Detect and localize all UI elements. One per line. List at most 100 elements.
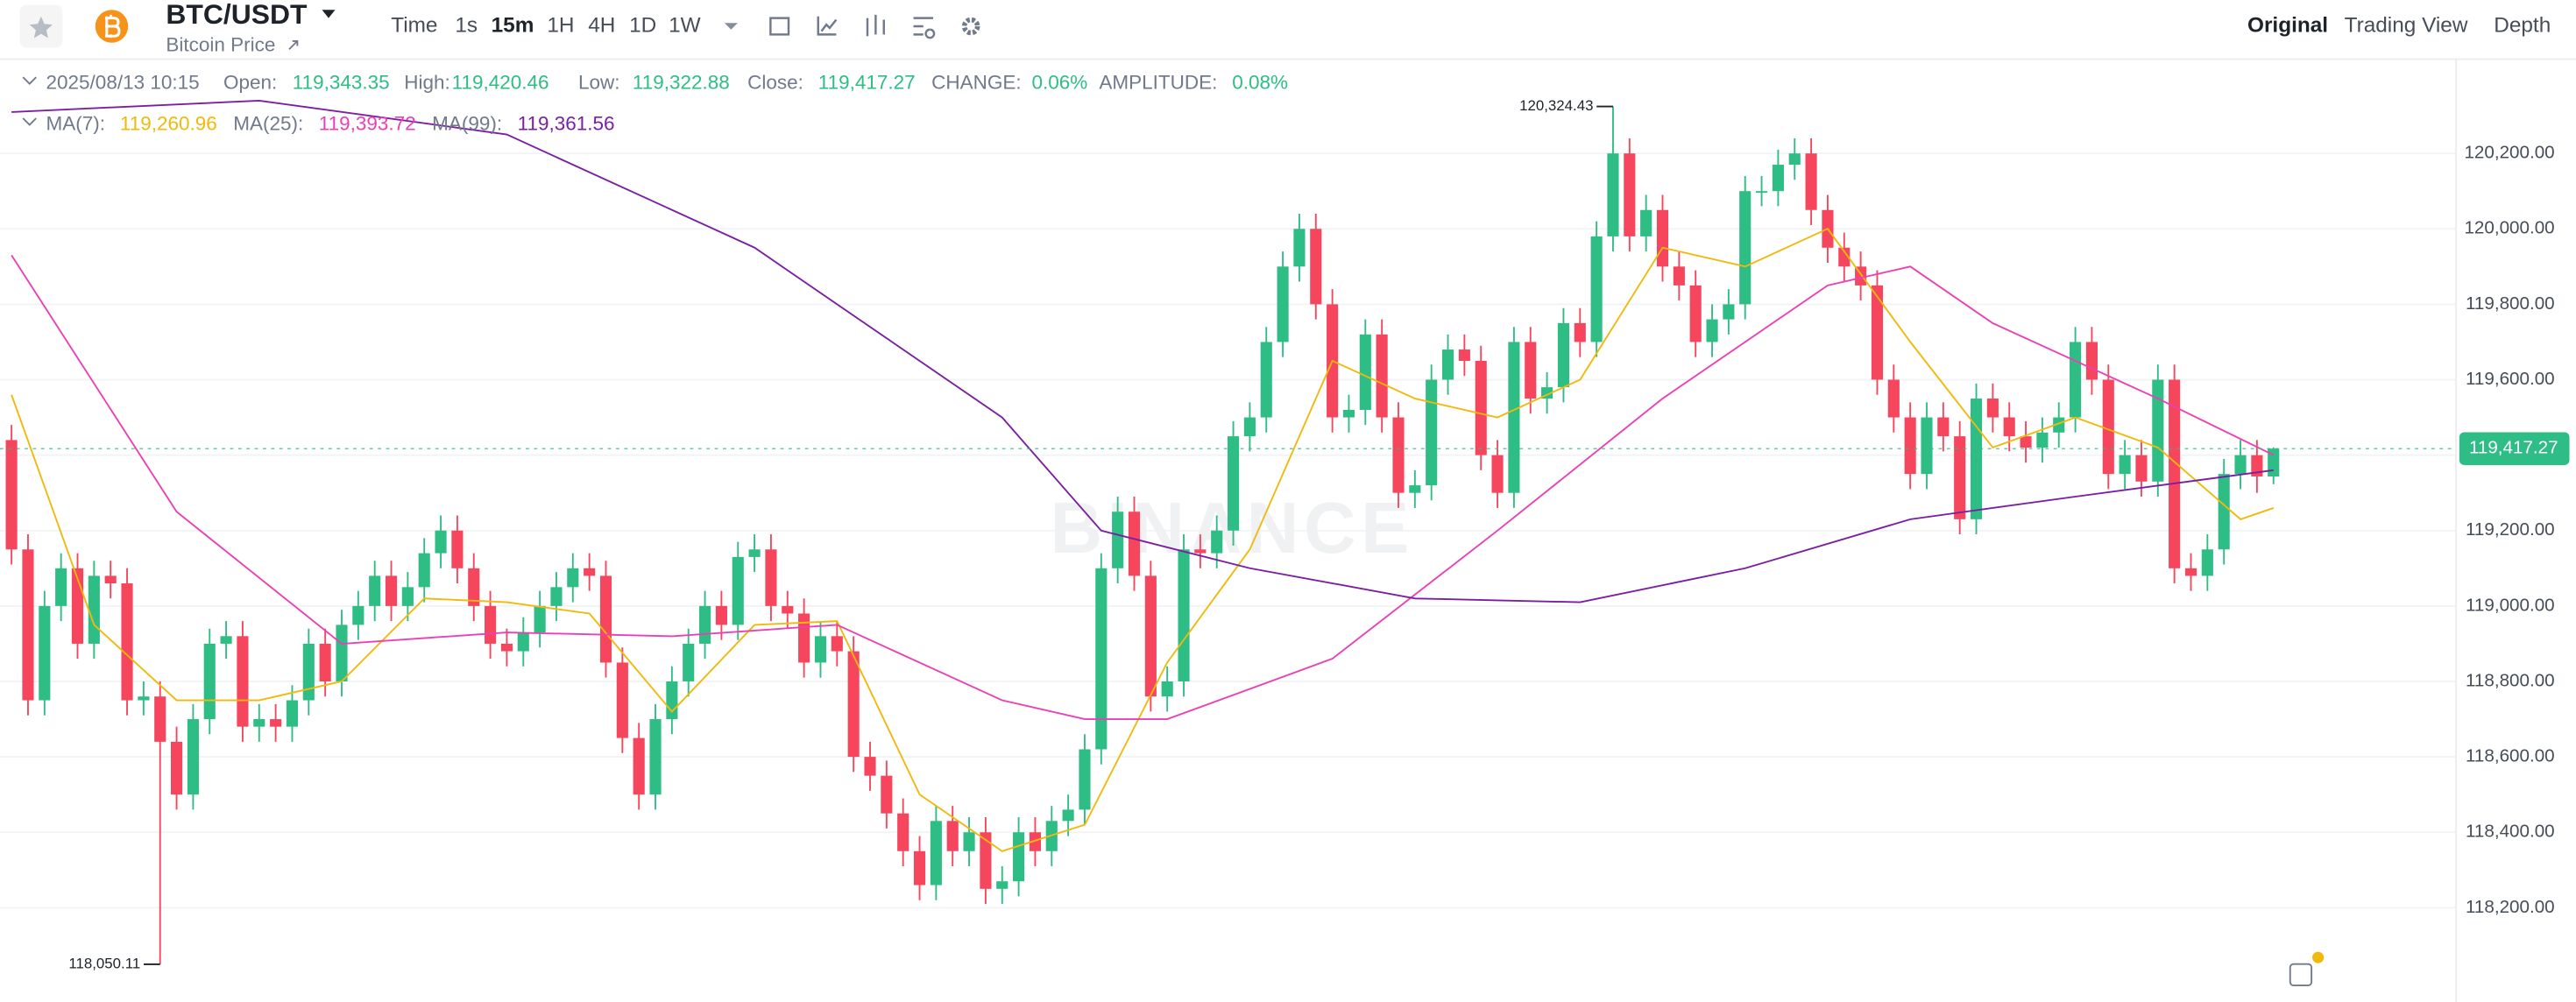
candle-body <box>550 587 563 606</box>
candle-body <box>1260 342 1272 418</box>
candle-body <box>1557 322 1569 388</box>
candle-body <box>814 636 827 663</box>
candle-body <box>401 587 414 606</box>
info-value: 119,420.46 <box>452 72 549 94</box>
legend-label: MA(25): <box>233 112 303 134</box>
info-value: 119,343.35 <box>293 72 390 94</box>
candle-body <box>649 719 662 795</box>
candle-body <box>1954 436 1966 519</box>
candle-body <box>1013 832 1025 882</box>
candle-body <box>435 530 447 554</box>
candle-body <box>2070 342 2082 418</box>
candle-body <box>1904 417 1916 475</box>
candle-body <box>352 605 364 625</box>
pair-dropdown[interactable] <box>322 10 336 18</box>
view-option[interactable]: Depth <box>2494 13 2551 37</box>
bitcoin-glyph <box>105 14 121 39</box>
candle-body <box>831 636 843 652</box>
candle-body <box>2234 455 2247 475</box>
candle-body <box>451 530 464 568</box>
interval-option[interactable]: 1s <box>455 13 478 37</box>
candle-body <box>1426 379 1438 486</box>
candle-body <box>666 681 678 720</box>
candle-body <box>319 643 331 681</box>
pair-title[interactable]: BTC/USDT <box>166 0 308 30</box>
interval-option[interactable]: Time <box>391 13 437 37</box>
candle-body <box>1723 304 1735 320</box>
candle-body <box>1029 832 1041 851</box>
candle-body <box>5 440 18 550</box>
interval-option[interactable]: 15m <box>492 13 534 37</box>
candle-body <box>2036 432 2049 448</box>
candle-body <box>2135 455 2148 482</box>
y-tick-label: 120,200.00 <box>2464 143 2554 163</box>
candle-body <box>1624 153 1636 236</box>
pair-subtitle[interactable]: Bitcoin Price <box>166 33 275 55</box>
candle-body <box>2152 379 2164 482</box>
interval-dropdown[interactable] <box>724 23 738 30</box>
settings-icon[interactable] <box>961 17 980 36</box>
candle-body <box>1656 209 1669 267</box>
candle-body <box>930 821 942 886</box>
candle-body <box>1409 485 1421 493</box>
candle-body <box>2169 379 2181 568</box>
candle-body <box>39 605 51 701</box>
candle-body <box>881 775 893 814</box>
view-option[interactable]: Trading View <box>2345 13 2468 37</box>
candle-body <box>1062 809 1074 822</box>
interval-option[interactable]: 1H <box>547 13 574 37</box>
candle-body <box>683 643 695 681</box>
info-value: 0.06% <box>1032 72 1088 94</box>
indicator-icon[interactable] <box>769 17 790 36</box>
y-tick-label: 118,400.00 <box>2466 822 2555 842</box>
legend-value: 119,260.96 <box>120 112 217 134</box>
candle-body <box>336 624 348 681</box>
interval-option[interactable]: 1D <box>629 13 656 37</box>
candle-body <box>2251 455 2263 477</box>
candle-body <box>1293 229 1306 267</box>
candle-body <box>980 832 992 889</box>
candle-body <box>2053 417 2065 433</box>
extreme-label: 118,050.11 <box>68 955 140 971</box>
candle-body <box>1079 749 1091 810</box>
chart-type-icon[interactable] <box>817 16 838 36</box>
y-tick-label: 118,200.00 <box>2466 897 2555 917</box>
candle-body <box>385 575 398 606</box>
view-option[interactable]: Original <box>2247 13 2328 37</box>
candle-body <box>1243 417 1256 437</box>
y-tick-label: 119,000.00 <box>2466 595 2555 615</box>
candle-body <box>1838 247 1851 267</box>
candle-body <box>1689 285 1702 342</box>
y-tick-label: 119,800.00 <box>2466 293 2555 314</box>
candle-body <box>1112 512 1124 568</box>
ma-line <box>11 228 2275 852</box>
candle-icon[interactable] <box>866 14 885 37</box>
candle-body <box>765 549 777 606</box>
candle-body <box>468 568 480 606</box>
interval-option[interactable]: 4H <box>588 13 615 37</box>
extreme-label: 120,324.43 <box>1519 97 1593 114</box>
info-value: 119,417.27 <box>818 72 916 94</box>
interval-option[interactable]: 1W <box>669 13 701 37</box>
info-value: 0.08% <box>1232 72 1288 94</box>
candle-body <box>1921 417 1933 475</box>
candle-body <box>1756 191 1768 194</box>
candle-body <box>913 850 926 886</box>
notes-button[interactable] <box>2289 951 2325 986</box>
collapse-icons[interactable] <box>22 76 37 126</box>
candle-body <box>1986 399 1999 418</box>
notes-dot <box>2312 951 2325 963</box>
candle-body <box>485 605 497 644</box>
candle-body <box>1458 349 1470 361</box>
candle-body <box>1508 342 1520 493</box>
candle-body <box>1376 334 1388 418</box>
overlay: 118,200.00 118,400.00 118,600.00 118,800.00… <box>46 59 2570 1002</box>
candle-body <box>1095 568 1108 750</box>
candle-body <box>798 613 810 663</box>
info-label: Open: <box>223 72 277 94</box>
settings-list-icon[interactable] <box>913 17 936 39</box>
candle-body <box>2003 417 2015 437</box>
info-label: Close: <box>747 72 803 94</box>
candle-body <box>715 605 727 625</box>
